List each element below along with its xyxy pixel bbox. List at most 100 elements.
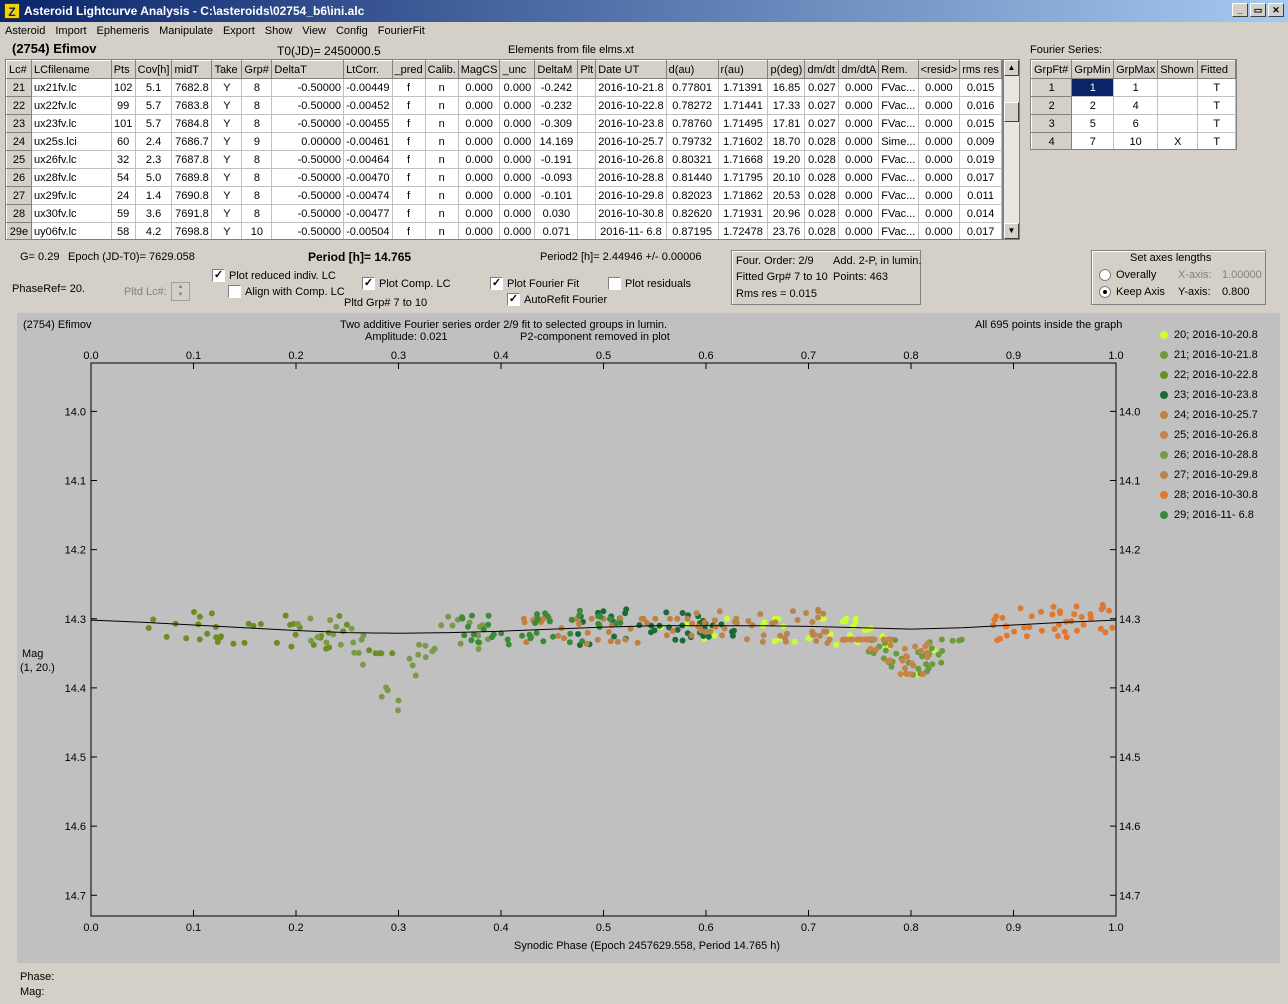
row-header[interactable]: 27	[6, 186, 32, 205]
table-cell[interactable]: n	[424, 222, 459, 239]
table-cell[interactable]: 0.000	[838, 114, 880, 133]
fourier-cell[interactable]: 7	[1071, 132, 1115, 149]
table-cell[interactable]: 1.71668	[717, 150, 769, 169]
table-cell[interactable]: -0.50000	[271, 96, 345, 115]
column-header[interactable]: dm/dtA	[838, 60, 880, 79]
fourier-cell[interactable]: X	[1157, 132, 1199, 149]
table-cell[interactable]: -0.309	[534, 114, 579, 133]
row-header[interactable]: 26	[6, 168, 32, 187]
scroll-down-icon[interactable]: ▼	[1004, 223, 1019, 239]
table-cell[interactable]: n	[424, 96, 459, 115]
table-cell[interactable]: 20.96	[767, 204, 806, 223]
table-cell[interactable]: n	[424, 150, 459, 169]
table-cell[interactable]: 0.000	[917, 204, 961, 223]
table-cell[interactable]: 1.71391	[717, 78, 769, 97]
menu-export[interactable]: Export	[222, 25, 255, 37]
fourier-row-header[interactable]: 4	[1031, 132, 1073, 149]
column-header[interactable]: r(au)	[717, 60, 769, 79]
column-header[interactable]: <resid>	[917, 60, 961, 79]
table-cell[interactable]: 58	[110, 222, 136, 239]
table-cell[interactable]	[577, 114, 597, 133]
table-cell[interactable]: 101	[110, 114, 136, 133]
column-header[interactable]: Plt	[577, 60, 597, 79]
fourier-cell[interactable]: 2	[1071, 96, 1115, 115]
column-header[interactable]: d(au)	[665, 60, 719, 79]
table-cell[interactable]: 2016-11- 6.8	[595, 222, 667, 239]
table-cell[interactable]: 5.1	[134, 78, 173, 97]
table-cell[interactable]: 0.000	[838, 204, 880, 223]
spin-down-icon[interactable]: ▼	[177, 292, 184, 298]
overally-radio[interactable]: Overally	[1099, 269, 1156, 281]
table-cell[interactable]: FVac...	[878, 150, 919, 169]
scroll-up-icon[interactable]: ▲	[1004, 60, 1019, 76]
table-cell[interactable]: f	[391, 96, 426, 115]
table-cell[interactable]: 32	[110, 150, 136, 169]
table-cell[interactable]: f	[391, 168, 426, 187]
table-cell[interactable]: 5.7	[134, 96, 173, 115]
table-cell[interactable]: 99	[110, 96, 136, 115]
column-header[interactable]: LCfilename	[30, 60, 112, 79]
table-cell[interactable]: 9	[241, 132, 273, 151]
table-cell[interactable]: 5.7	[134, 114, 173, 133]
table-cell[interactable]: 0.000	[499, 186, 536, 205]
fourier-row-header[interactable]: 2	[1031, 96, 1073, 115]
table-cell[interactable]: n	[424, 132, 459, 151]
table-cell[interactable]: -0.00464	[343, 150, 393, 169]
row-header[interactable]: 21	[6, 78, 32, 97]
table-cell[interactable]: ux25s.lci	[30, 132, 112, 151]
table-row[interactable]: 24 ux25s.lci 60 2.4 7686.7 Y 9 0.00000 -0.00461 f…	[6, 132, 1002, 151]
table-cell[interactable]: 1.71602	[717, 132, 769, 151]
table-cell[interactable]: 0.000	[457, 96, 501, 115]
table-cell[interactable]: -0.00477	[343, 204, 393, 223]
column-header[interactable]: p(deg)	[767, 60, 806, 79]
fourier-cell[interactable]: T	[1197, 114, 1236, 133]
table-cell[interactable]: -0.101	[534, 186, 579, 205]
table-cell[interactable]: 0.000	[917, 96, 961, 115]
table-cell[interactable]: -0.50000	[271, 78, 345, 97]
table-cell[interactable]: -0.00474	[343, 186, 393, 205]
table-cell[interactable]: Y	[211, 168, 243, 187]
column-header[interactable]: Pts	[110, 60, 136, 79]
plot-reduced-checkbox[interactable]: ✓ Plot reduced indiv. LC	[212, 269, 336, 282]
table-cell[interactable]: 0.000	[917, 186, 961, 205]
table-cell[interactable]: 0.000	[838, 132, 880, 151]
table-cell[interactable]: -0.50000	[271, 186, 345, 205]
column-header[interactable]: rms res	[959, 60, 1002, 79]
table-cell[interactable]: 2016-10-29.8	[595, 186, 667, 205]
table-cell[interactable]: 8	[241, 96, 273, 115]
table-cell[interactable]: ux28fv.lc	[30, 168, 112, 187]
app-icon[interactable]: Z	[4, 3, 20, 19]
table-cell[interactable]: 14.169	[534, 132, 579, 151]
table-cell[interactable]: 7691.8	[171, 204, 213, 223]
table-cell[interactable]: Y	[211, 150, 243, 169]
close-button[interactable]: ✕	[1268, 3, 1284, 17]
table-cell[interactable]: 3.6	[134, 204, 173, 223]
table-cell[interactable]: ux26fv.lc	[30, 150, 112, 169]
menu-ephemeris[interactable]: Ephemeris	[96, 25, 150, 37]
table-cell[interactable]: f	[391, 204, 426, 223]
autorefit-checkbox[interactable]: ✓ AutoRefit Fourier	[507, 293, 608, 306]
table-cell[interactable]: 0.000	[838, 168, 880, 187]
table-cell[interactable]: FVac...	[878, 186, 919, 205]
table-cell[interactable]: 0.015	[959, 114, 1002, 133]
table-cell[interactable]: -0.50000	[271, 114, 345, 133]
column-header[interactable]: LtCorr.	[343, 60, 393, 79]
table-cell[interactable]: f	[391, 78, 426, 97]
table-cell[interactable]: 0.000	[457, 168, 501, 187]
table-row[interactable]: 21 ux21fv.lc 102 5.1 7682.8 Y 8 -0.50000 -0.0044…	[6, 78, 1002, 97]
table-cell[interactable]: 0.000	[917, 78, 961, 97]
table-cell[interactable]: ux21fv.lc	[30, 78, 112, 97]
table-cell[interactable]: 0.028	[804, 204, 840, 223]
column-header[interactable]: _pred	[391, 60, 426, 79]
table-cell[interactable]: 0.000	[457, 150, 501, 169]
table-cell[interactable]: -0.232	[534, 96, 579, 115]
table-cell[interactable]: FVac...	[878, 78, 919, 97]
column-header[interactable]: Rem.	[878, 60, 919, 79]
row-header[interactable]: 23	[6, 114, 32, 133]
minimize-button[interactable]: _	[1232, 3, 1248, 17]
fourier-cell[interactable]: 1	[1113, 78, 1159, 97]
fourier-column-header[interactable]: GrpFt#	[1031, 60, 1073, 79]
table-cell[interactable]: 0.016	[959, 96, 1002, 115]
menu-show[interactable]: Show	[264, 25, 293, 37]
